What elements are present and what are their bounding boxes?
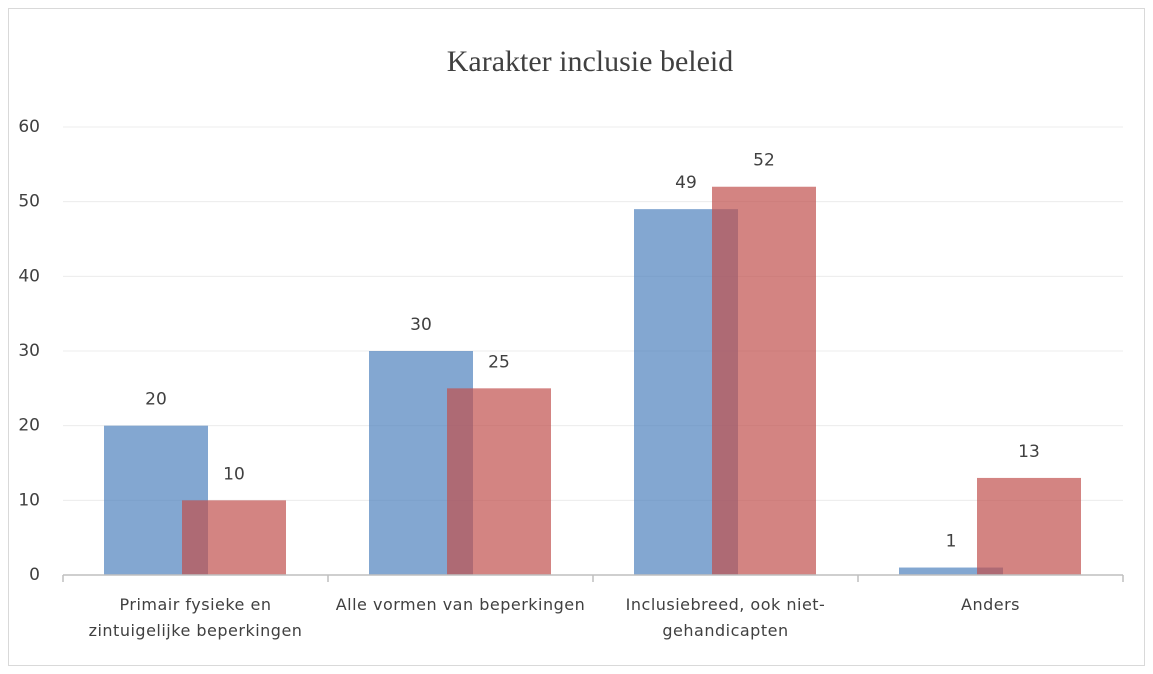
data-label: 13 [1018, 442, 1040, 462]
x-tick-label-box: Alle vormen van beperkingen [335, 595, 586, 614]
data-label: 20 [145, 390, 167, 410]
y-tick-label: 30 [18, 341, 40, 361]
data-label: 49 [675, 173, 697, 193]
y-tick-label: 40 [18, 266, 40, 286]
bar [899, 567, 1003, 575]
y-tick-label: 20 [18, 416, 40, 436]
x-tick-label: Inclusiebreed, ook niet-gehandicapten [625, 595, 826, 640]
x-tick-label: Anders [961, 595, 1020, 614]
data-label: 52 [753, 151, 775, 171]
bar [712, 186, 816, 575]
bar [182, 500, 286, 575]
bar [977, 477, 1081, 575]
x-tick-label: Primair fysieke en zintuigelijke beperki… [88, 595, 303, 640]
bar [447, 388, 551, 575]
data-label: 25 [488, 352, 510, 372]
y-tick-label: 10 [18, 490, 40, 510]
y-tick-label: 50 [18, 192, 40, 212]
x-tick-label: Alle vormen van beperkingen [335, 595, 586, 614]
data-label: 1 [946, 532, 957, 552]
data-label: 10 [223, 464, 245, 484]
x-tick-label-box: Inclusiebreed, ook niet-gehandicapten [625, 595, 826, 640]
y-tick-label: 0 [29, 565, 40, 585]
x-tick-label-box: Primair fysieke en zintuigelijke beperki… [88, 595, 303, 640]
x-tick-label-box: Anders [961, 595, 1020, 614]
data-label: 30 [410, 315, 432, 335]
chart-title: Karakter inclusie beleid [447, 45, 734, 78]
y-tick-label: 60 [18, 117, 40, 137]
